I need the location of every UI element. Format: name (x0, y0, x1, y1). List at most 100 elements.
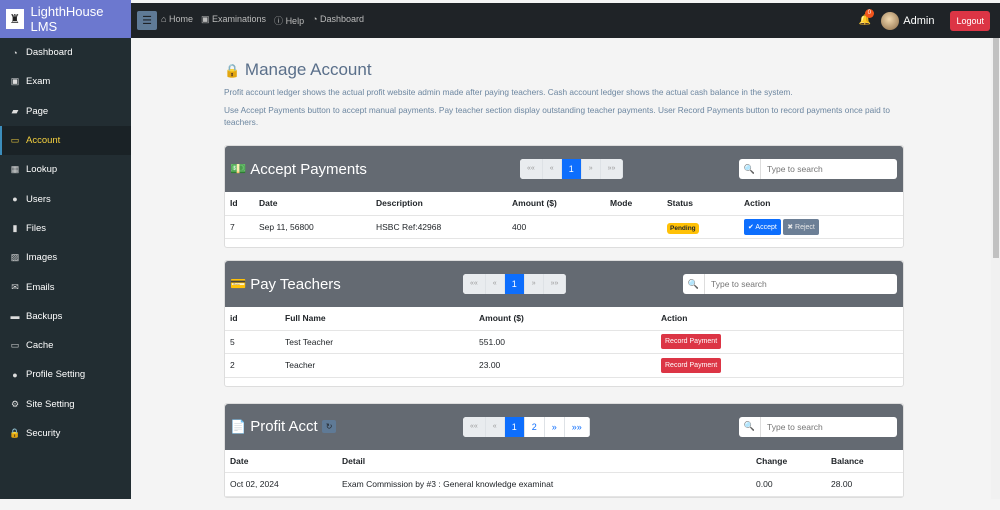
page-1-button[interactable]: 1 (504, 416, 525, 437)
menu-toggle-button[interactable]: ☰ (137, 11, 157, 30)
column-header[interactable]: Action (739, 192, 903, 216)
column-header[interactable]: Balance (826, 449, 903, 473)
pagination: «« «1 2»»» (463, 416, 590, 437)
home-icon: ⌂ (161, 14, 167, 24)
page-first-button[interactable]: «« (463, 274, 486, 294)
sidebar-item-label: Account (26, 135, 61, 147)
page-2-button[interactable]: 2 (524, 416, 545, 437)
page-first-button[interactable]: «« (463, 416, 486, 437)
search-input[interactable] (761, 159, 891, 179)
table-cell: Exam Commission by #3 : General knowledg… (337, 472, 751, 497)
search-icon: 🔍 (739, 416, 761, 437)
column-header[interactable]: Date (254, 192, 371, 216)
lock-icon: 🔒 (9, 428, 21, 438)
sidebar-item-label: Exam (26, 76, 51, 88)
column-header[interactable]: Mode (605, 192, 662, 216)
book-icon: ▰ (11, 105, 19, 116)
sidebar-item-page[interactable]: ▰ Page (0, 97, 131, 126)
logout-button[interactable]: Logout (950, 10, 990, 31)
sidebar-item-site-setting[interactable]: ⚙ Site Setting (0, 390, 131, 419)
search-input[interactable] (705, 274, 835, 294)
page-prev-button[interactable]: « (542, 159, 562, 179)
cog-icon: ⚙ (10, 398, 20, 409)
nav-dashboard[interactable]: ◔ Dashboard (312, 14, 364, 27)
sidebar-item-label: Profile Setting (26, 369, 86, 381)
sidebar-item-lookup[interactable]: ▦ Lookup (0, 155, 131, 184)
card-title: Profit Acct (250, 418, 318, 435)
sidebar-item-emails[interactable]: ✉ Emails (0, 272, 131, 301)
hdd-icon: ▭ (10, 340, 20, 351)
search-icon: 🔍 (683, 274, 705, 294)
column-header[interactable]: Full Name (280, 307, 474, 331)
column-header[interactable]: Change (751, 449, 826, 473)
page-1-button[interactable]: 1 (561, 159, 582, 179)
lighthouse-icon: ♜ (6, 9, 24, 29)
sidebar-item-images[interactable]: ▨ Images (0, 243, 131, 272)
column-header[interactable]: Status (662, 192, 739, 216)
page-last-button[interactable]: »» (564, 416, 590, 437)
notification-badge: 0 (864, 9, 874, 18)
sidebar-item-exam[interactable]: ▣ Exam (0, 67, 131, 96)
column-header[interactable]: Id (225, 192, 254, 216)
nav-help[interactable]: ⓘ Help (274, 14, 304, 27)
user-name[interactable]: Admin (903, 14, 935, 27)
table-row: 7 Sep 11, 56800 HSBC Ref:42968 400 Pending ✔ … (225, 215, 903, 239)
table-row: 5 Test Teacher 551.00 Record Payment (225, 330, 903, 354)
user-cog-icon: ● (12, 369, 18, 380)
table-icon: ▦ (10, 164, 20, 175)
page-prev-button[interactable]: « (485, 274, 505, 294)
sidebar-item-cache[interactable]: ▭ Cache (0, 331, 131, 360)
nav-home[interactable]: ⌂ Home (161, 14, 193, 27)
column-header[interactable]: id (225, 307, 280, 331)
brand[interactable]: ♜ LighthHouse LMS (0, 0, 131, 38)
notifications-button[interactable]: 🔔 0 (858, 9, 874, 26)
table-cell: Sep 11, 56800 (254, 215, 371, 239)
page-next-button[interactable]: » (524, 274, 544, 294)
scrollbar-thumb[interactable] (993, 38, 999, 258)
pagination: «« «1»»» (463, 274, 567, 294)
sidebar-item-label: Users (26, 193, 51, 205)
bell-icon: 🔔 (858, 15, 872, 26)
sidebar-item-users[interactable]: ● Users (0, 184, 131, 213)
column-header[interactable]: Action (656, 307, 903, 331)
sidebar-item-files[interactable]: ▮ Files (0, 214, 131, 243)
sidebar-item-account[interactable]: ▭ Account (0, 125, 131, 156)
sidebar-item-profile-setting[interactable]: ● Profile Setting (0, 360, 131, 389)
table-cell: 0.00 (751, 472, 826, 497)
refresh-button[interactable]: ↻ (321, 420, 337, 433)
column-header[interactable]: Date (225, 449, 337, 473)
reject-button[interactable]: ✖ Reject (783, 218, 819, 235)
description-2: Use Accept Payments button to accept man… (224, 105, 890, 127)
sidebar-item-security[interactable]: 🔒 Security (0, 419, 131, 448)
page-prev-button[interactable]: « (485, 416, 505, 437)
page-next-button[interactable]: » (544, 416, 565, 437)
column-header[interactable]: Detail (337, 449, 751, 473)
record-payment-button[interactable]: Record Payment (661, 357, 722, 373)
accept-button[interactable]: ✔ Accept (744, 218, 781, 235)
table-cell: Teacher (280, 353, 474, 378)
table-cell: 23.00 (474, 353, 656, 378)
avatar[interactable] (881, 11, 900, 30)
profit-acct-card: 📄Profit Acct↻ «««12»»» 🔍 DateDetailChang… (224, 402, 904, 498)
column-header[interactable]: Description (371, 192, 507, 216)
sidebar-item-label: Files (26, 222, 47, 234)
table-cell: HSBC Ref:42968 (371, 215, 507, 239)
sidebar-item-label: Page (26, 105, 49, 117)
record-payment-button[interactable]: Record Payment (661, 334, 722, 350)
column-header[interactable]: Amount ($) (507, 192, 605, 216)
table-row: 2 Teacher 23.00 Record Payment (225, 353, 903, 378)
page-first-button[interactable]: «« (520, 159, 543, 179)
page-last-button[interactable]: »» (600, 159, 624, 179)
column-header[interactable]: Amount ($) (474, 307, 656, 331)
sidebar-item-backups[interactable]: ▬ Backups (0, 302, 131, 331)
info-icon: ⓘ (274, 16, 284, 26)
sidebar-item-label: Backups (26, 310, 63, 322)
sidebar-item-dashboard[interactable]: ◔ Dashboard (0, 38, 131, 67)
page-last-button[interactable]: »» (543, 274, 567, 294)
search-input[interactable] (761, 416, 891, 437)
page-next-button[interactable]: » (581, 159, 601, 179)
table-row: Oct 02, 2024 Exam Commission by #3 : Gene… (225, 472, 903, 497)
nav-examinations[interactable]: ▣ Examinations (201, 14, 266, 27)
scrollbar[interactable] (991, 38, 1000, 499)
page-1-button[interactable]: 1 (504, 274, 525, 294)
